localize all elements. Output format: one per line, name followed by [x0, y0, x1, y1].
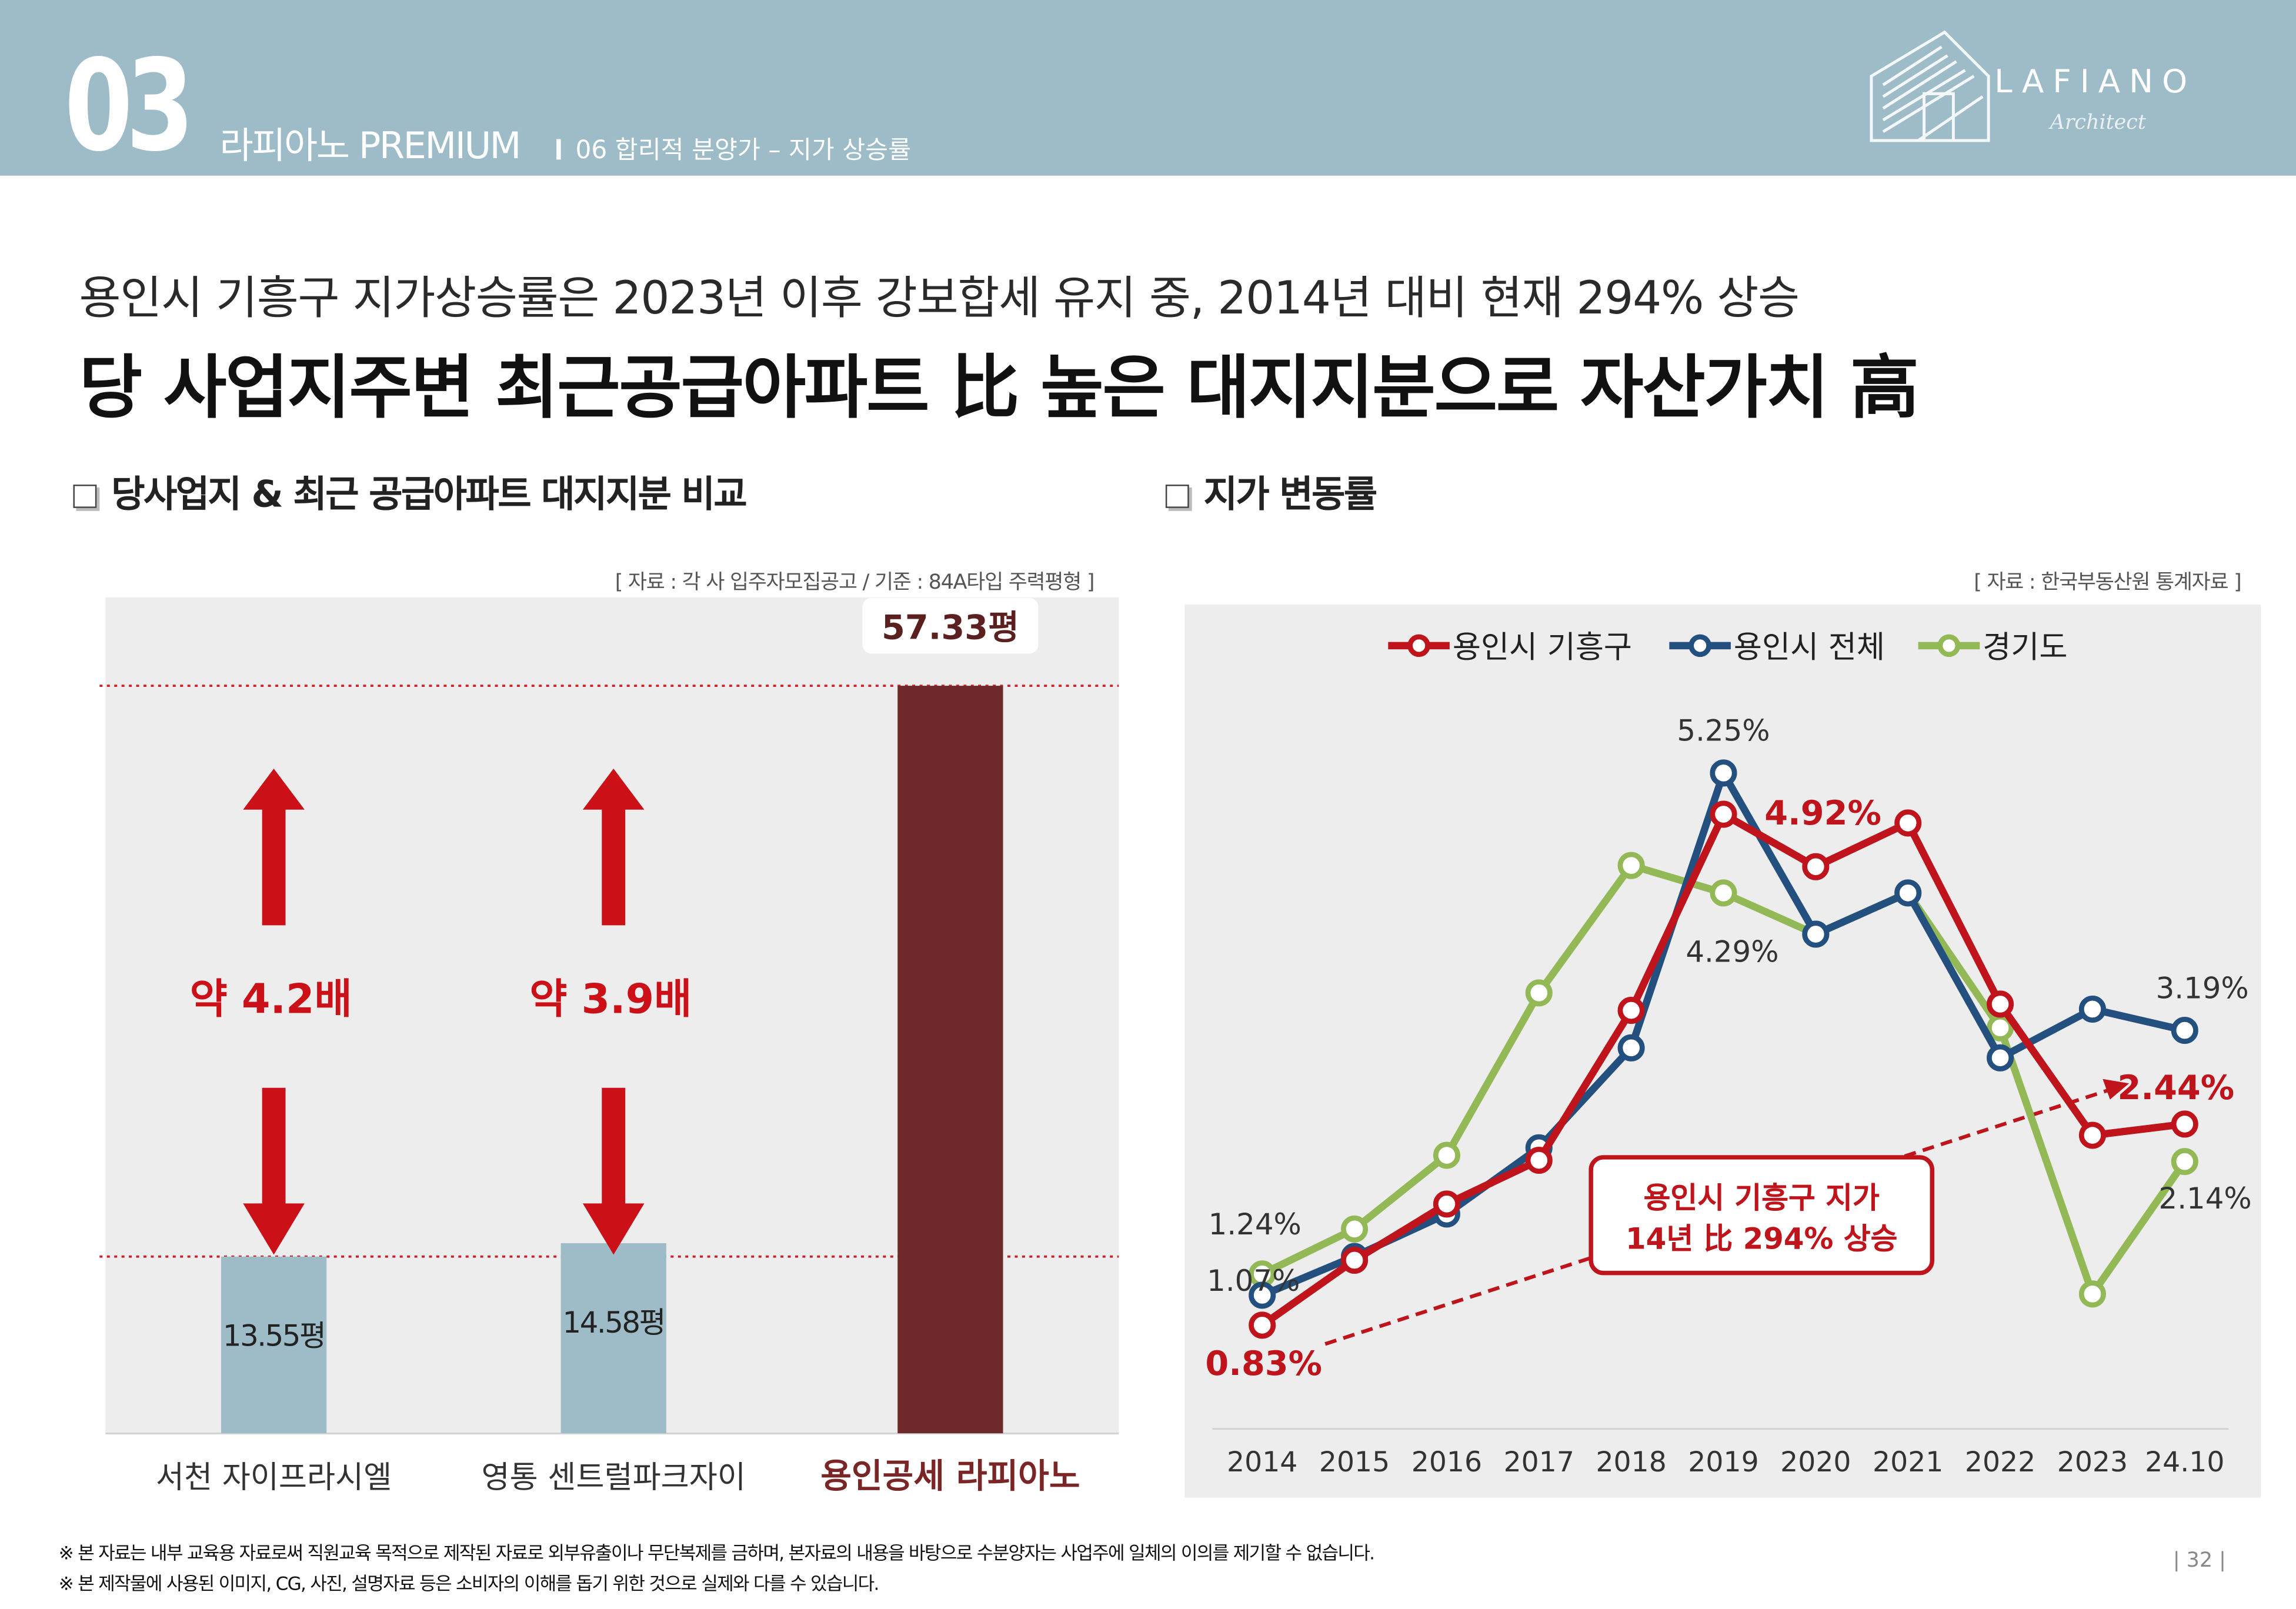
data-point	[2171, 1110, 2198, 1138]
bar-1	[221, 1256, 327, 1434]
data-point	[1525, 1146, 1553, 1174]
data-point	[1249, 1311, 1276, 1339]
bar-category-label: 영통 센트럴파크자이	[482, 1459, 746, 1495]
multiplier-label: 약 3.9배	[529, 976, 692, 1023]
data-label: 4.92%	[1764, 793, 1881, 833]
lead-sentence: 용인시 기흥구 지가상승률은 2023년 이후 강보합세 유지 중, 2014년…	[79, 272, 1800, 325]
checkbox-bullet-icon	[1165, 485, 1189, 508]
data-point	[1894, 809, 1922, 837]
data-point	[2078, 995, 2106, 1023]
growth-trend-line	[1324, 1086, 2117, 1346]
x-tick-label: 2022	[1965, 1446, 2035, 1478]
right-source-note: [ 자료 : 한국부동산원 통계자료 ]	[1974, 570, 2242, 595]
legend-label: 용인시 전체	[1734, 629, 1885, 665]
arrow-down-icon	[243, 1087, 305, 1255]
main-headline: 당 사업지주변 최근공급아파트 比 높은 대지지분으로 자산가치 高	[79, 348, 1919, 429]
data-point	[1987, 1044, 2014, 1071]
data-point	[1802, 853, 1830, 880]
data-label: 3.19%	[2156, 971, 2249, 1005]
x-tick-label: 2019	[1688, 1446, 1758, 1478]
x-tick-label: 2017	[1504, 1446, 1574, 1478]
bar-value-label: 57.33평	[882, 607, 1019, 647]
x-tick-label: 2021	[1873, 1446, 1943, 1478]
bar-3	[897, 686, 1003, 1434]
growth-callout-box: 용인시 기흥구 지가 14년 比 294% 상승	[1588, 1155, 1935, 1276]
bar-value-label: 14.58평	[563, 1306, 665, 1340]
data-point	[1987, 990, 2014, 1018]
data-point	[1341, 1246, 1369, 1274]
data-point	[1525, 979, 1553, 1007]
x-tick-label: 2020	[1780, 1446, 1851, 1478]
legend-marker	[1937, 634, 1961, 657]
data-label: 5.25%	[1677, 714, 1770, 748]
data-label: 1.24%	[1209, 1207, 1301, 1241]
bar-value-label: 13.55평	[223, 1319, 325, 1353]
data-label: 2.44%	[2118, 1068, 2235, 1107]
data-point	[1249, 1281, 1276, 1309]
x-tick-label: 2023	[2057, 1446, 2128, 1478]
page-number: | 32 |	[2172, 1548, 2226, 1573]
bar-value-badge	[862, 597, 1039, 654]
bar-2	[560, 1243, 666, 1434]
arrow-down-icon	[582, 1087, 645, 1255]
left-source-note: [ 자료 : 각 사 입주자모집공고 / 기준 : 84A타입 주력평형 ]	[615, 570, 1095, 595]
data-point	[2171, 1148, 2198, 1176]
right-section-title-text: 지가 변동률	[1203, 473, 1378, 516]
x-tick-label: 24.10	[2145, 1446, 2224, 1478]
checkbox-bullet-icon	[73, 485, 97, 508]
data-point	[1617, 997, 1645, 1024]
subsection-title: 06 합리적 분양가 – 지가 상승률	[556, 129, 911, 165]
callout-line-1: 용인시 기흥구 지가	[1643, 1180, 1880, 1216]
multiplier-label: 약 4.2배	[190, 976, 352, 1023]
data-point	[1341, 1215, 1369, 1243]
data-point	[2171, 1017, 2198, 1044]
legend-marker	[1407, 634, 1430, 657]
data-point	[1802, 920, 1830, 948]
subsection-label: 06 합리적 분양가 – 지가 상승률	[575, 136, 912, 166]
data-point	[1710, 879, 1737, 907]
data-point	[2078, 1121, 2106, 1149]
legend-label: 용인시 기흥구	[1453, 629, 1632, 665]
line-chart-panel	[1184, 605, 2261, 1498]
data-label: 1.07%	[1207, 1264, 1300, 1298]
data-label: 4.29%	[1686, 934, 1778, 969]
data-point	[1710, 759, 1737, 787]
left-section-title-text: 당사업지 & 최근 공급아파트 대지지분 비교	[111, 473, 747, 516]
arrow-up-icon	[582, 768, 645, 926]
data-point	[2078, 1280, 2106, 1308]
arrow-up-icon	[243, 768, 305, 926]
data-point	[1617, 852, 1645, 879]
x-tick-label: 2014	[1227, 1446, 1297, 1478]
brand-logo-text: LAFIANO	[1994, 64, 2197, 101]
section-title: 라피아노 PREMIUM	[219, 124, 521, 167]
section-number: 03	[64, 34, 195, 181]
callout-line-2: 14년 比 294% 상승	[1626, 1221, 1898, 1256]
bar-category-label: 용인공세 라피아노	[820, 1456, 1080, 1495]
brand-logo-tagline: Architect	[2050, 111, 2146, 135]
footnote-2: ※ 본 제작물에 사용된 이미지, CG, 사진, 설명자료 등은 소비자의 이…	[58, 1572, 880, 1595]
data-point	[1710, 800, 1737, 828]
divider-bar-icon	[556, 139, 561, 160]
data-point	[1894, 879, 1922, 907]
data-label: 2.14%	[2159, 1181, 2252, 1216]
legend-marker	[1688, 634, 1711, 657]
bar-category-label: 서천 자이프라시엘	[156, 1459, 392, 1495]
x-tick-label: 2018	[1596, 1446, 1666, 1478]
data-point	[1433, 1141, 1460, 1169]
data-point	[1433, 1190, 1460, 1218]
data-point	[1617, 1034, 1645, 1061]
trend-arrowhead-icon	[2103, 1079, 2130, 1100]
left-section-title: 당사업지 & 최근 공급아파트 대지지분 비교	[73, 466, 747, 519]
x-tick-label: 2015	[1319, 1446, 1390, 1478]
data-label: 0.83%	[1205, 1344, 1322, 1383]
lafiano-logo-icon	[1870, 30, 1990, 142]
footnote-1: ※ 본 자료는 내부 교육용 자료로써 직원교육 목적으로 제작된 자료로 외부…	[58, 1541, 1375, 1564]
x-tick-label: 2016	[1411, 1446, 1482, 1478]
legend-label: 경기도	[1983, 629, 2067, 665]
right-section-title: 지가 변동률	[1165, 466, 1378, 519]
